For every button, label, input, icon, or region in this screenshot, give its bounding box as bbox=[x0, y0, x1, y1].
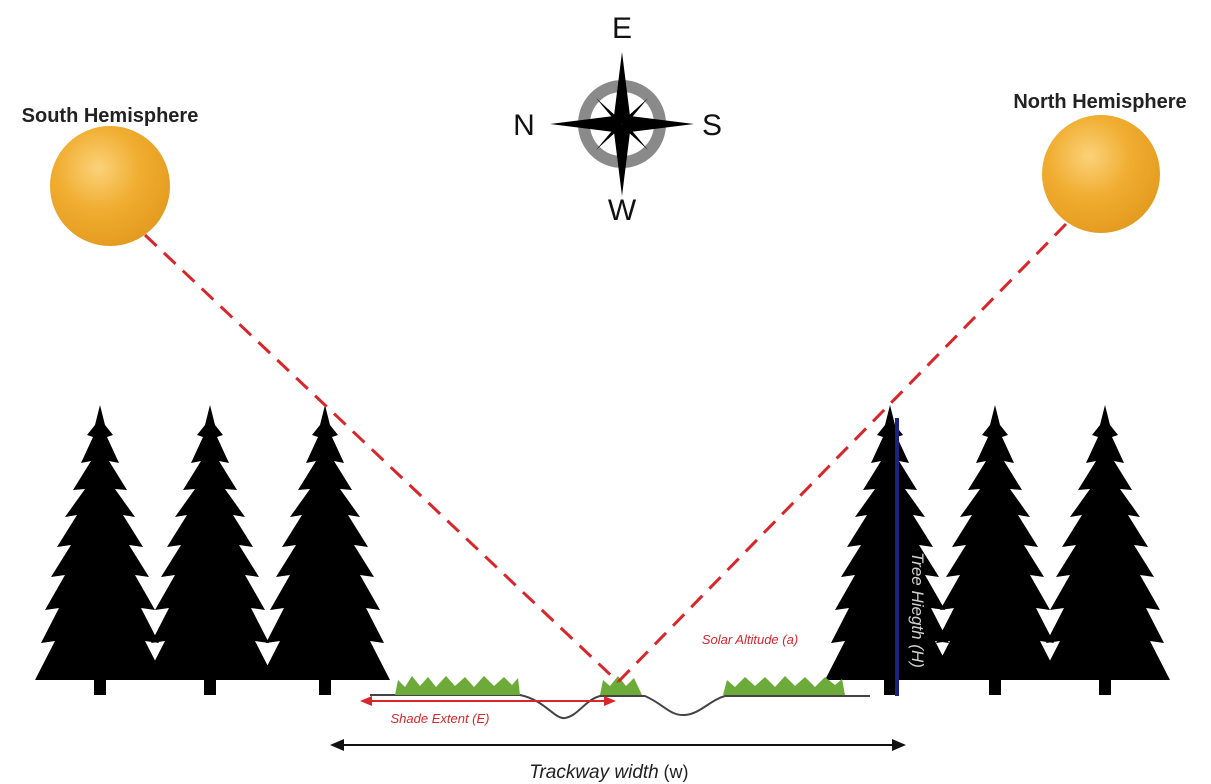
trackway-arrow-head bbox=[330, 739, 344, 751]
trackway-label: Trackway width bbox=[529, 762, 659, 783]
shade-arrow-head bbox=[604, 696, 616, 706]
diagram: E N S W South Hemisphere North Hemispher… bbox=[0, 0, 1211, 784]
north-hemisphere-label: North Hemisphere bbox=[1013, 91, 1186, 113]
tree-height-label: Tree Hiegth (H) bbox=[908, 552, 927, 668]
solar-altitude-label: Solar Altitude (a) bbox=[702, 632, 798, 647]
shade-extent-label: Shade Extent (E) bbox=[391, 711, 490, 726]
trackway-arrow-head bbox=[892, 739, 906, 751]
trees bbox=[35, 405, 1170, 695]
south-hemisphere-label: South Hemisphere bbox=[22, 105, 199, 127]
compass-east: E bbox=[612, 12, 632, 45]
compass bbox=[550, 52, 694, 196]
sun-south bbox=[50, 126, 170, 246]
compass-north: N bbox=[513, 109, 535, 142]
sun-north bbox=[1042, 115, 1160, 233]
page: E N S W South Hemisphere North Hemispher… bbox=[0, 0, 1211, 784]
compass-south: S bbox=[702, 109, 722, 142]
trackway-symbol: (w) bbox=[664, 762, 689, 782]
compass-west: W bbox=[608, 194, 637, 227]
shade-arrow-head bbox=[360, 696, 372, 706]
